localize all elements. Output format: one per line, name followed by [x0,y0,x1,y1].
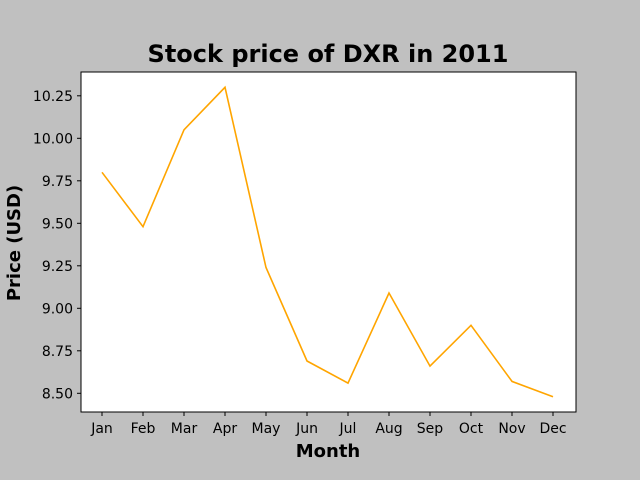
x-axis: Jan Feb Mar Apr May Jun Jul Aug Sep Oct Nov Dec [90,412,567,437]
x-tick-label: Jan [90,421,113,437]
x-axis-label: Month [296,441,361,462]
series-points [101,87,554,397]
y-tick-label: 9.00 [42,301,73,317]
x-tick-label: Oct [459,421,484,437]
y-tick-label: 8.50 [42,386,73,402]
y-tick-label: 10.25 [33,89,73,105]
x-tick-label: Jul [339,421,357,437]
x-tick-label: Jun [295,421,318,437]
series-line [101,85,554,398]
chart-title: Stock price of DXR in 2011 [148,40,509,68]
y-tick-label: 8.75 [42,344,73,360]
x-tick-label: Sep [417,421,444,437]
x-tick-label: Mar [171,421,198,437]
y-tick-label: 9.25 [42,259,73,275]
x-tick-label: Aug [375,421,402,437]
x-tick-label: Nov [498,421,525,437]
x-tick-label: Feb [131,421,156,437]
x-tick-label: Dec [539,421,566,437]
y-tick-label: 9.50 [42,216,73,232]
plot-area [80,71,577,413]
x-tick-label: May [252,421,281,437]
y-tick-label: 9.75 [42,174,73,190]
x-tick-label: Apr [213,421,237,437]
y-tick-label: 10.00 [33,131,73,147]
y-axis: 8.50 8.75 9.00 9.25 9.50 9.75 10.00 10.25 [33,89,81,402]
y-axis-label: Price (USD) [4,185,25,301]
